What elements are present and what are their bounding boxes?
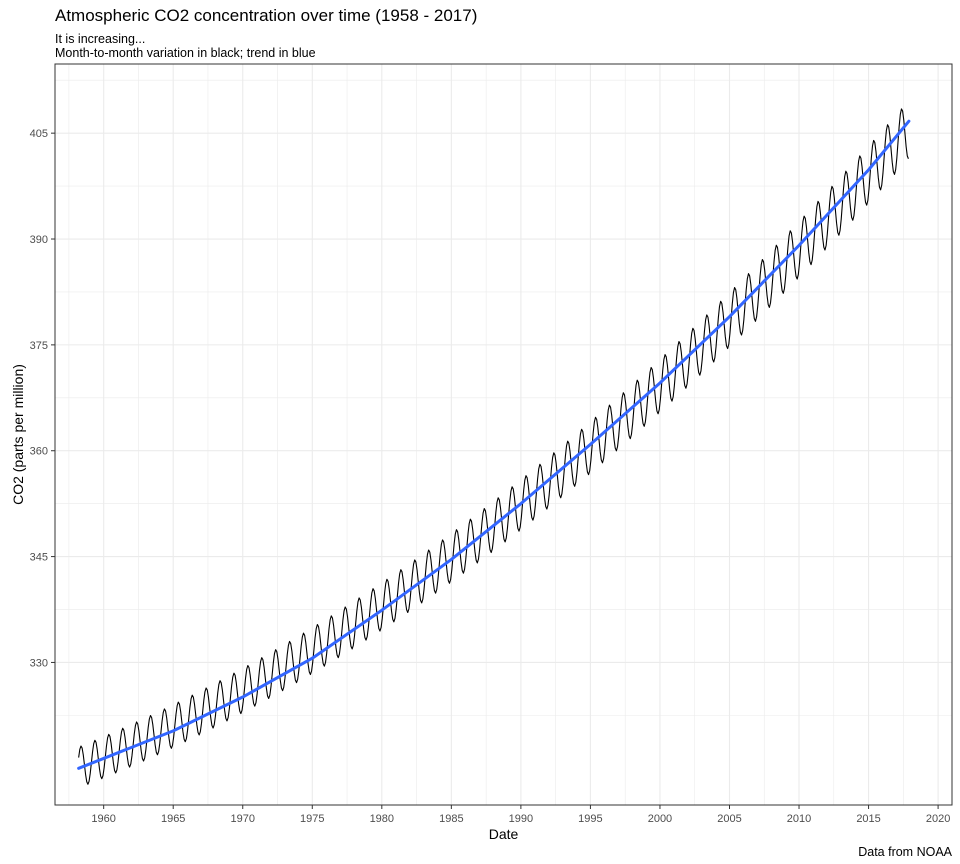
y-tick-label: 375 xyxy=(30,340,48,352)
x-tick-label: 1985 xyxy=(439,813,463,825)
y-tick-label: 345 xyxy=(30,552,48,564)
chart-subtitle: It is increasing... Month-to-month varia… xyxy=(55,32,316,60)
x-tick-label: 1960 xyxy=(91,813,115,825)
x-axis: 1960 1965 1970 1975 1980 1985 1990 1995 2000 2005… xyxy=(91,805,950,825)
x-tick-label: 2000 xyxy=(648,813,672,825)
y-tick-label: 330 xyxy=(30,657,48,669)
major-gridlines xyxy=(55,64,952,805)
x-tick-label: 1965 xyxy=(161,813,185,825)
x-tick-label: 2005 xyxy=(717,813,741,825)
x-tick-label: 1975 xyxy=(300,813,324,825)
y-tick-label: 360 xyxy=(30,446,48,458)
x-tick-label: 2010 xyxy=(787,813,811,825)
y-axis: 330 345 360 375 390 405 xyxy=(30,128,55,669)
data-series xyxy=(77,108,911,785)
x-tick-label: 1990 xyxy=(509,813,533,825)
y-axis-title: CO2 (parts per million) xyxy=(10,364,26,505)
chart-title: Atmospheric CO2 concentration over time … xyxy=(55,6,478,25)
subtitle-line-2: Month-to-month variation in black; trend… xyxy=(55,46,316,60)
panel-border xyxy=(54,63,953,806)
x-tick-label: 2020 xyxy=(926,813,950,825)
x-tick-label: 1970 xyxy=(231,813,255,825)
series-trend-line xyxy=(77,119,911,770)
x-tick-label: 1980 xyxy=(370,813,394,825)
y-tick-label: 405 xyxy=(30,128,48,140)
y-tick-label: 390 xyxy=(30,234,48,246)
x-tick-label: 2015 xyxy=(856,813,880,825)
minor-gridlines xyxy=(55,64,952,805)
x-axis-title: Date xyxy=(489,826,519,842)
x-tick-label: 1995 xyxy=(578,813,602,825)
chart-caption: Data from NOAA xyxy=(858,845,952,859)
series-monthly-line xyxy=(78,108,909,785)
subtitle-line-1: It is increasing... xyxy=(55,32,146,46)
